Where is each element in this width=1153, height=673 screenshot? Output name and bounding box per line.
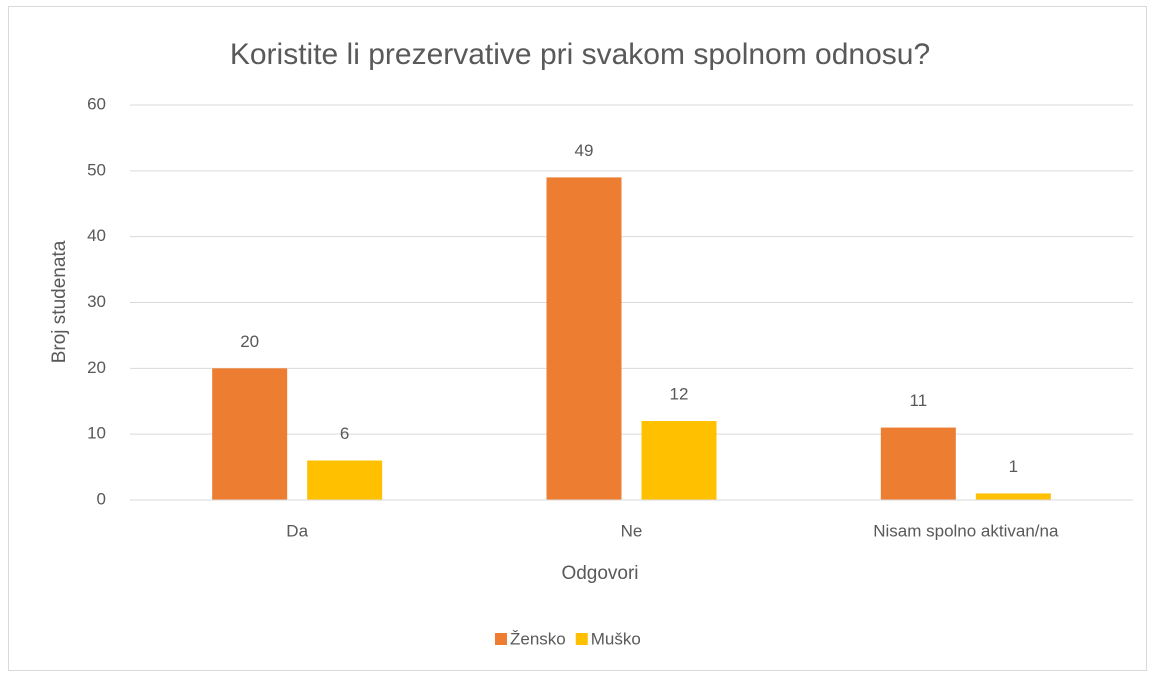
bar bbox=[212, 368, 288, 500]
legend-label: Muško bbox=[591, 629, 641, 648]
y-tick-label: 10 bbox=[87, 424, 106, 443]
y-tick-label: 0 bbox=[97, 489, 106, 508]
data-label: 1 bbox=[1009, 457, 1018, 476]
data-label: 6 bbox=[340, 424, 349, 443]
bar bbox=[975, 493, 1051, 500]
x-tick-label: Nisam spolno aktivan/na bbox=[873, 521, 1059, 540]
bar bbox=[546, 177, 622, 500]
y-tick-label: 60 bbox=[87, 94, 106, 113]
legend-label: Žensko bbox=[510, 629, 566, 648]
x-axis-label: Odgovori bbox=[561, 563, 638, 584]
bar bbox=[880, 427, 956, 500]
x-tick-label: Da bbox=[286, 521, 308, 540]
chart-title: Koristite li prezervative pri svakom spo… bbox=[230, 38, 930, 71]
bar bbox=[641, 421, 717, 500]
data-label: 20 bbox=[240, 332, 259, 351]
data-label: 11 bbox=[910, 391, 928, 410]
y-tick-label: 30 bbox=[87, 292, 106, 311]
x-tick-label: Ne bbox=[621, 521, 643, 540]
legend-swatch bbox=[575, 633, 588, 645]
y-axis-label: Broj studenata bbox=[49, 240, 70, 363]
data-label: 49 bbox=[575, 141, 594, 160]
legend-swatch bbox=[495, 633, 507, 645]
y-tick-label: 20 bbox=[87, 358, 106, 377]
y-tick-label: 40 bbox=[87, 226, 106, 245]
bar bbox=[307, 460, 383, 500]
data-label: 12 bbox=[670, 384, 689, 403]
y-tick-label: 50 bbox=[87, 160, 106, 179]
